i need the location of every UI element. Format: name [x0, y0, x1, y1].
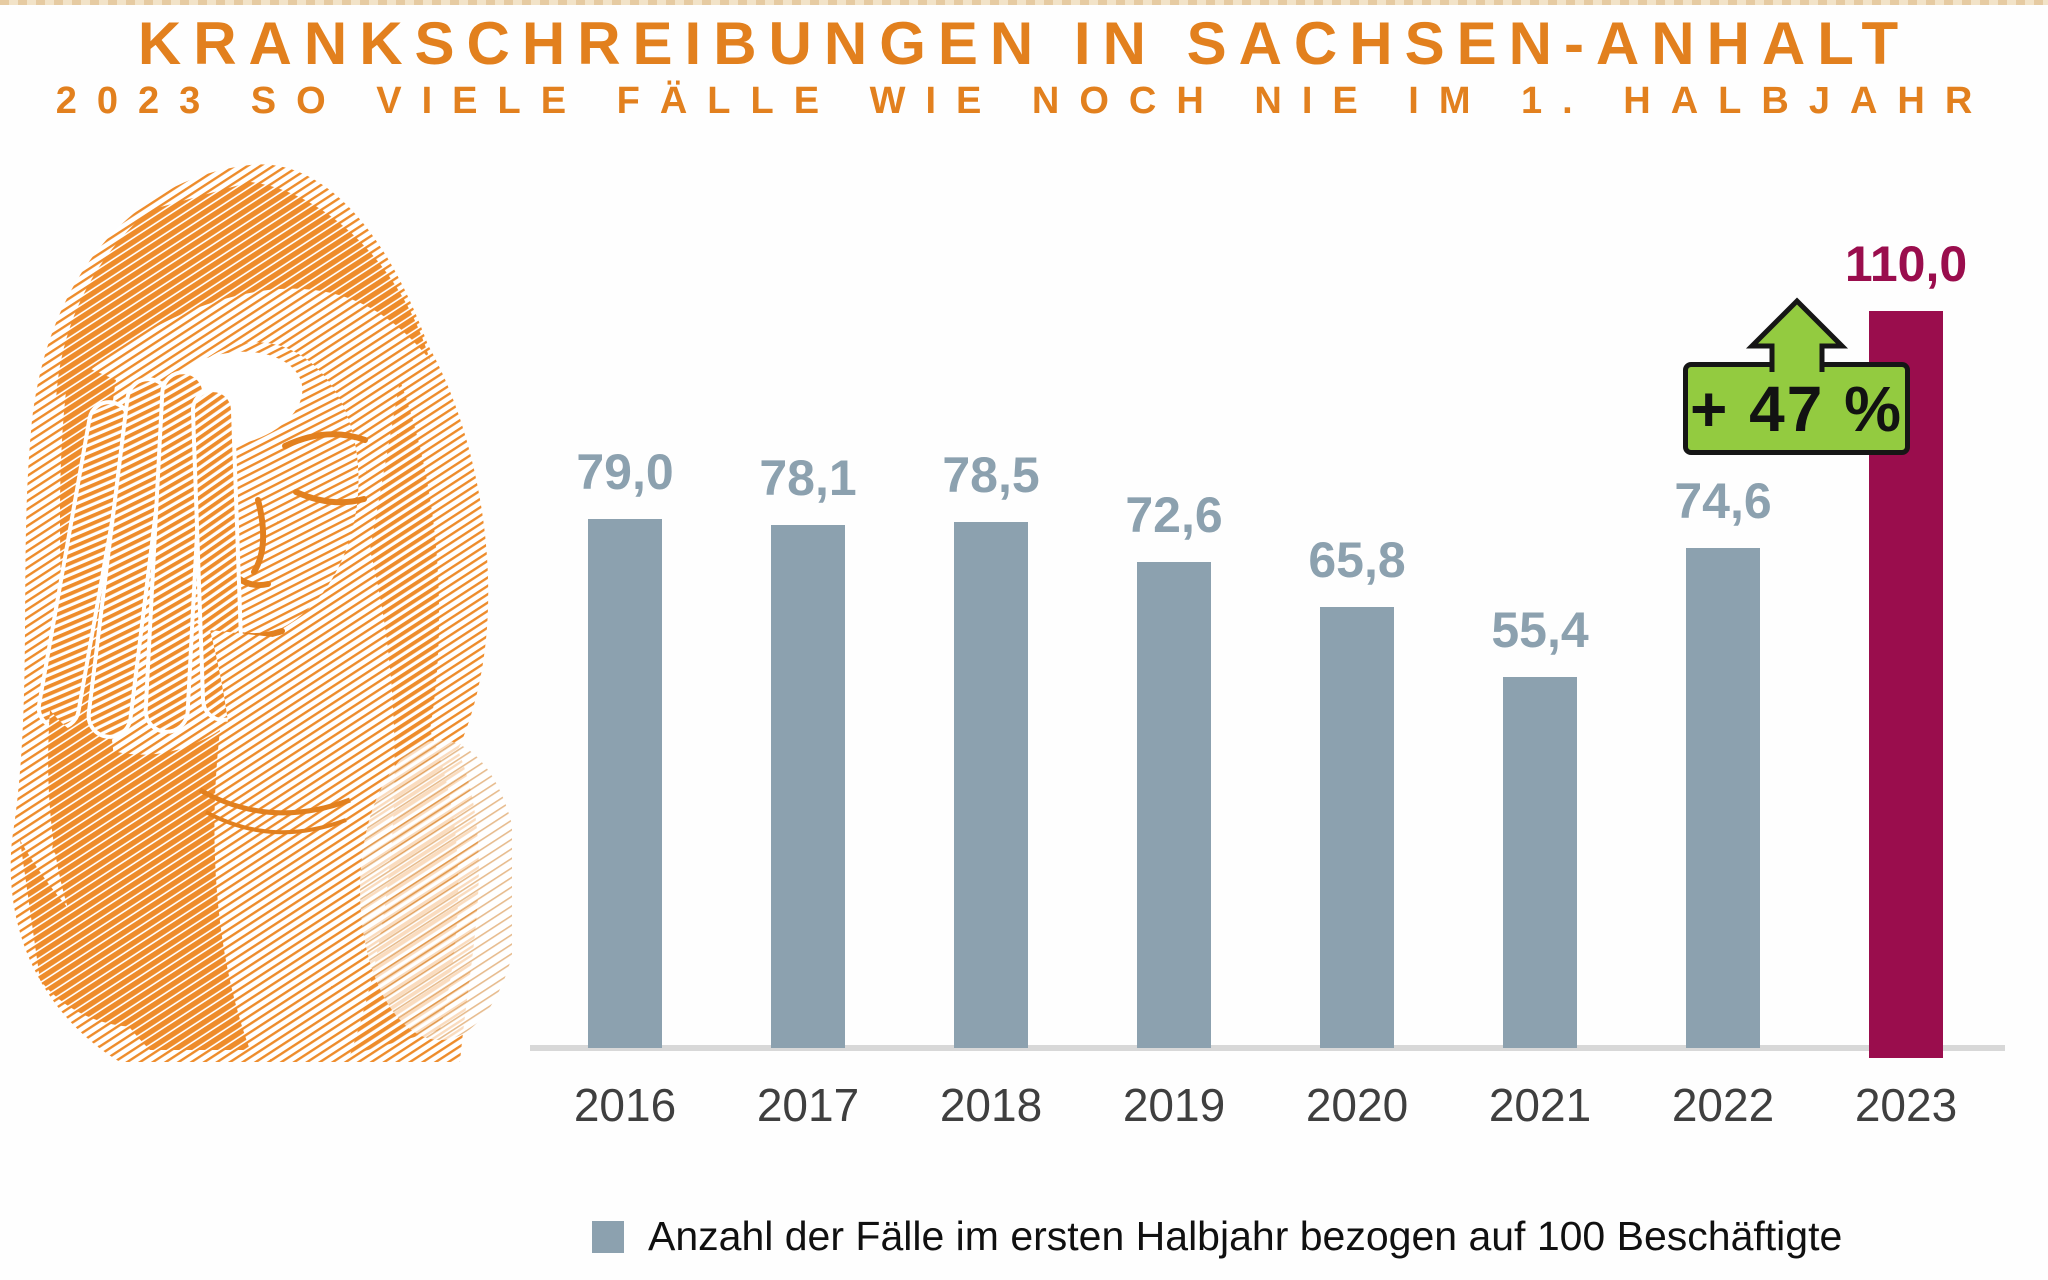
- percent-increase-badge: + 47 %: [1683, 362, 1910, 455]
- bar-value-2021: 55,4: [1491, 602, 1589, 658]
- x-tick-2018: 2018: [939, 1079, 1043, 1131]
- bar-2019: [1137, 562, 1211, 1048]
- bar-value-2023: 110,0: [1844, 236, 1968, 292]
- top-decorative-border: [0, 0, 2048, 5]
- bar-value-2019: 72,6: [1125, 487, 1223, 543]
- bar-2018: [954, 522, 1028, 1048]
- legend-label: Anzahl der Fälle im ersten Halbjahr bezo…: [648, 1213, 1843, 1259]
- bar-2020: [1320, 607, 1394, 1048]
- x-tick-2023: 2023: [1854, 1079, 1958, 1131]
- legend: Anzahl der Fälle im ersten Halbjahr bezo…: [592, 1213, 1843, 1259]
- x-tick-2022: 2022: [1671, 1079, 1775, 1131]
- bar-value-2018: 78,5: [942, 447, 1040, 503]
- bar-value-2016: 79,0: [576, 444, 674, 500]
- page-subtitle: 2023 SO VIELE FÄLLE WIE NOCH NIE IM 1. H…: [55, 80, 1993, 122]
- legend-swatch: [592, 1220, 624, 1253]
- bar-2022: [1686, 548, 1760, 1048]
- x-tick-2020: 2020: [1305, 1079, 1409, 1131]
- up-arrow-icon: [1745, 297, 1849, 372]
- x-tick-2019: 2019: [1122, 1079, 1226, 1131]
- bar-2021: [1503, 677, 1577, 1048]
- x-tick-2016: 2016: [573, 1079, 677, 1131]
- bar-value-2017: 78,1: [759, 450, 857, 506]
- bar-value-2022: 74,6: [1674, 473, 1772, 529]
- bar-2016: [588, 519, 662, 1048]
- x-tick-2017: 2017: [756, 1079, 860, 1131]
- x-tick-2021: 2021: [1488, 1079, 1592, 1131]
- x-axis-line: [530, 1045, 2005, 1051]
- woman-headache-illustration: [10, 164, 512, 1062]
- bar-value-2020: 65,8: [1308, 532, 1406, 588]
- page-title: KRANKSCHREIBUNGEN IN SACHSEN-ANHALT: [137, 10, 1911, 77]
- bar-2017: [771, 525, 845, 1048]
